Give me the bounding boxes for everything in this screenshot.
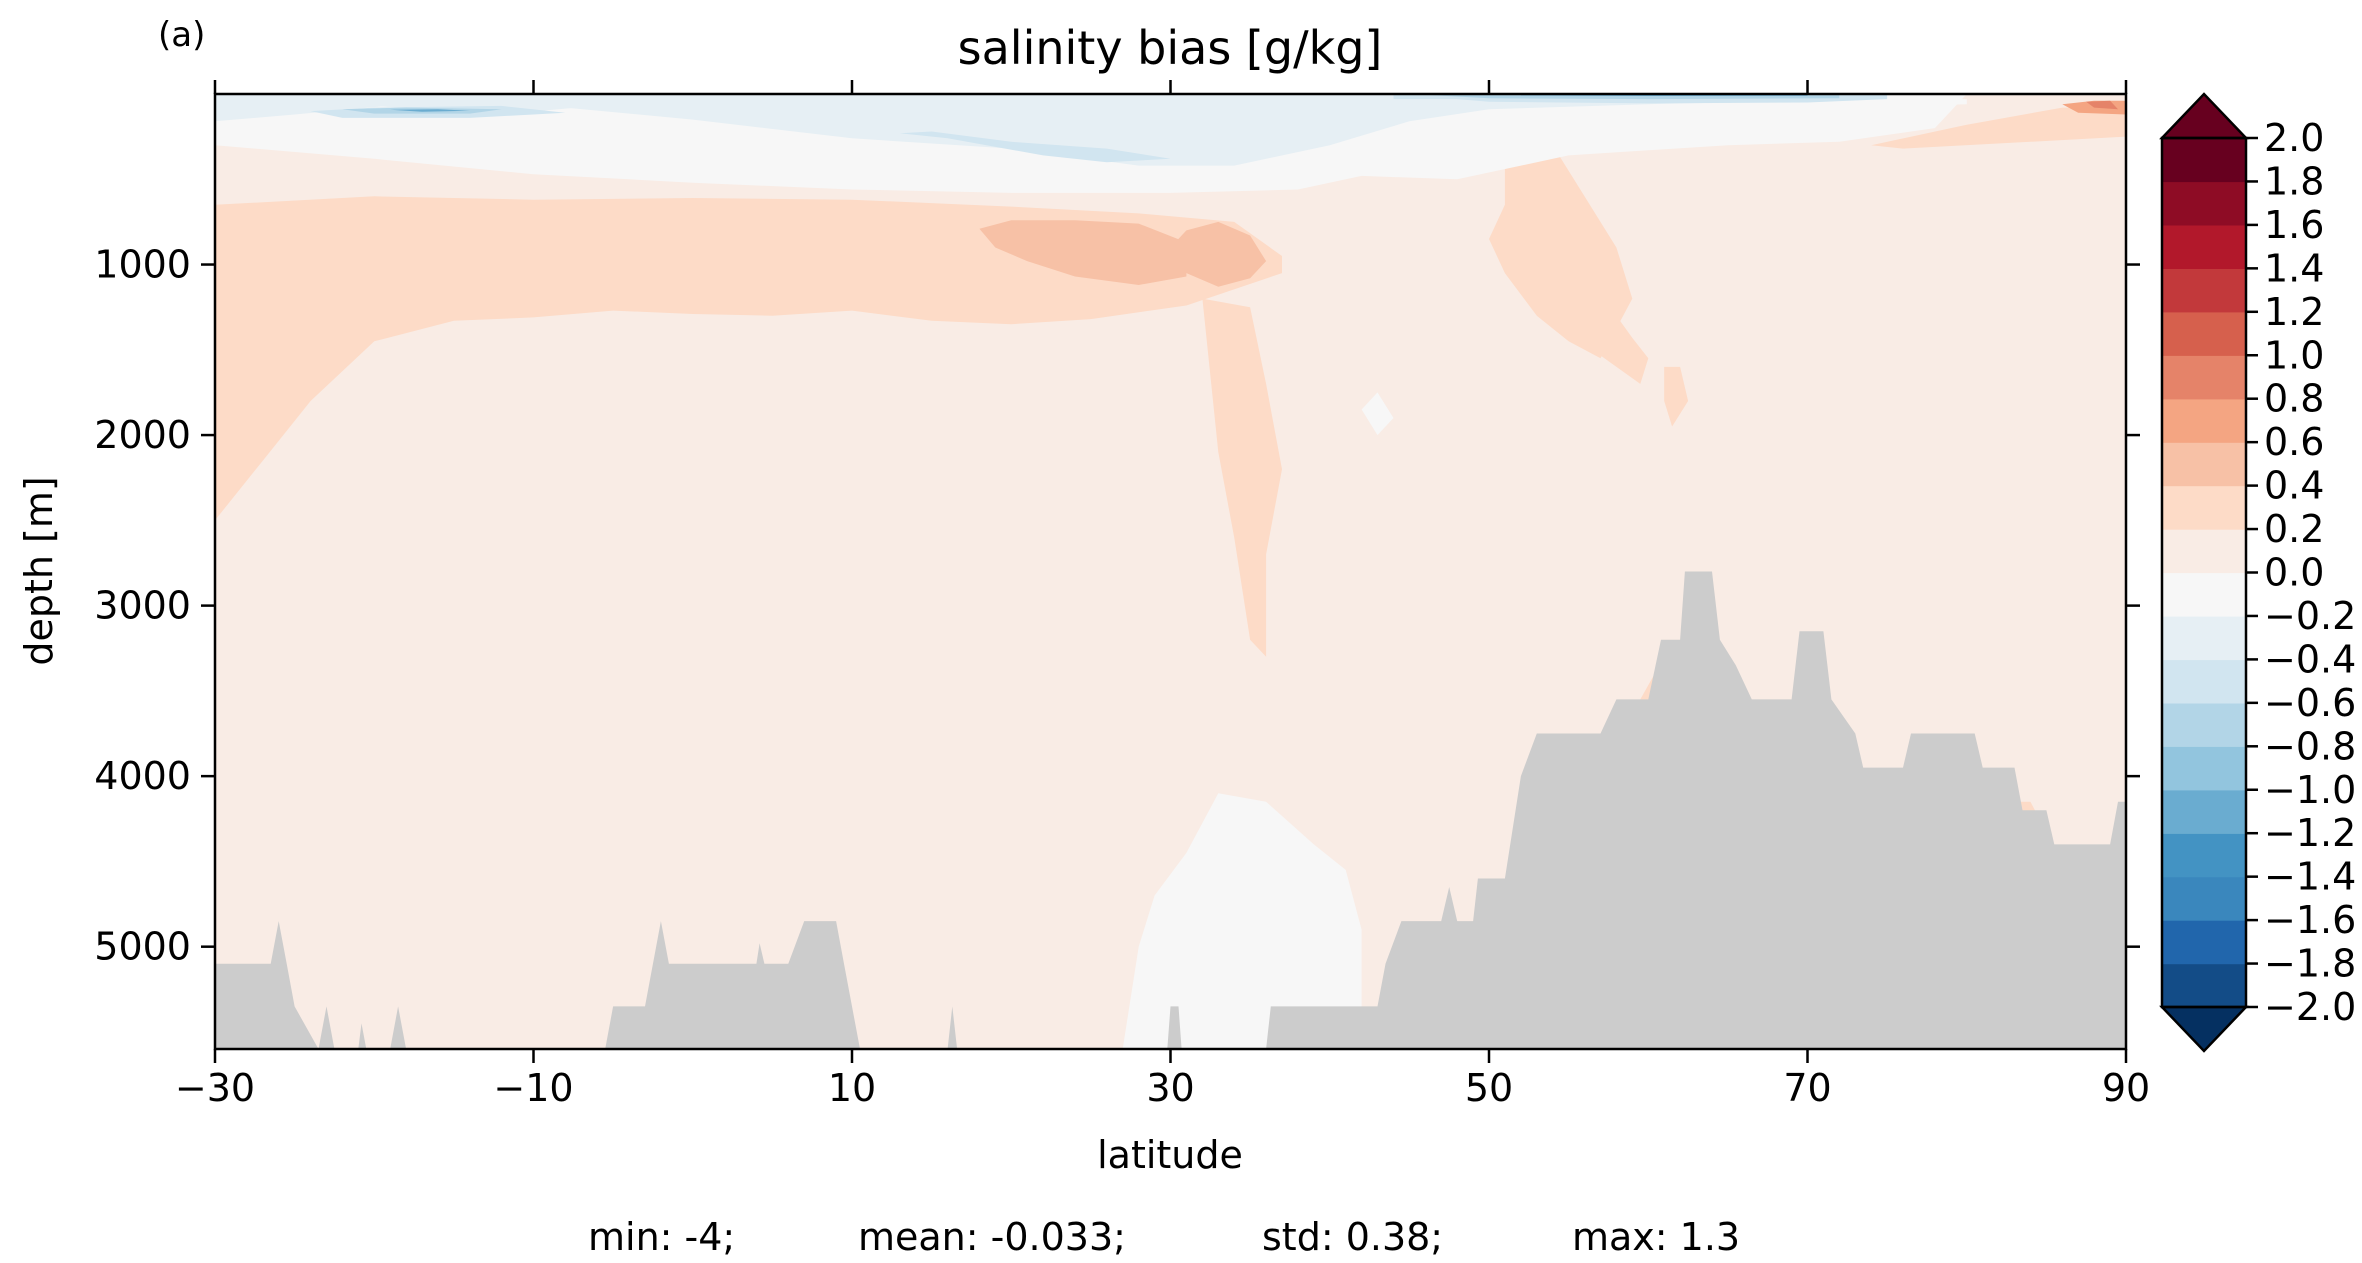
- stat-min: min: -4;: [588, 1215, 735, 1259]
- colorbar-tick-label: −2.0: [2264, 985, 2356, 1029]
- contour-region-2: [1489, 131, 1633, 359]
- x-axis-label: latitude: [1097, 1133, 1243, 1177]
- colorbar-tick-label: 1.0: [2264, 333, 2324, 377]
- colorbar-segment: [2162, 398, 2246, 443]
- colorbar-extend-max: [2159, 92, 2249, 140]
- contour-region-23: [390, 109, 470, 112]
- contour-region-1: [1202, 298, 1282, 657]
- colorbar-tick-label: −1.2: [2264, 811, 2356, 855]
- colorbar-tick-label: 1.2: [2264, 290, 2324, 334]
- colorbar-tick-label: −0.4: [2264, 637, 2356, 681]
- colorbar-segment: [2162, 789, 2246, 834]
- y-axis-label: depth [m]: [17, 476, 61, 665]
- y-tick-label: 1000: [94, 243, 191, 287]
- colorbar-segment: [2162, 529, 2246, 574]
- panel-label: (a): [158, 15, 205, 55]
- colorbar-tick-label: 1.6: [2264, 203, 2324, 247]
- stat-std: std: 0.38;: [1262, 1215, 1443, 1259]
- contour-region-5: [1871, 107, 2126, 149]
- colorbar-tick-label: −0.8: [2264, 724, 2356, 768]
- bathymetry-land: [215, 571, 2126, 1049]
- x-tick-label: −10: [493, 1066, 573, 1110]
- colorbar-extend-min: [2159, 1005, 2249, 1053]
- colorbar-segment: [2162, 659, 2246, 704]
- y-tick-label: 5000: [94, 925, 191, 969]
- contour-region-3: [1560, 315, 1649, 384]
- contour-region-8: [979, 220, 1187, 285]
- colorbar-tick-label: 0.6: [2264, 420, 2324, 464]
- x-axis-ticks: −30 −10 10 30 50 70 90: [175, 80, 2150, 1110]
- stat-max: max: 1.3: [1572, 1215, 1740, 1259]
- colorbar-segment: [2162, 138, 2246, 183]
- stat-mean: mean: -0.033;: [858, 1215, 1126, 1259]
- x-tick-label: 50: [1465, 1066, 1513, 1110]
- colorbar-segment: [2162, 746, 2246, 791]
- colorbar-tick-label: 0.2: [2264, 507, 2324, 551]
- colorbar-segment: [2162, 702, 2246, 747]
- x-tick-label: 70: [1783, 1066, 1831, 1110]
- y-tick-label: 2000: [94, 413, 191, 457]
- colorbar-segment: [2162, 876, 2246, 921]
- colorbar-tick-label: 1.8: [2264, 159, 2324, 203]
- colorbar-segment: [2162, 355, 2246, 400]
- contour-region-16: [215, 94, 1808, 166]
- colorbar-tick-label: 0.0: [2264, 551, 2324, 595]
- colorbar-segment: [2162, 442, 2246, 487]
- colorbar-segment: [2162, 181, 2246, 226]
- colorbar-segment: [2162, 616, 2246, 661]
- colorbar: −2.0−1.8−1.6−1.4−1.2−1.0−0.8−0.6−0.4−0.2…: [2159, 92, 2356, 1053]
- contour-region-0: [215, 196, 1282, 521]
- colorbar-segment: [2162, 833, 2246, 878]
- colorbar-tick-label: 2.0: [2264, 116, 2324, 160]
- colorbar-segment: [2162, 572, 2246, 617]
- chart-title: salinity bias [g/kg]: [958, 21, 1383, 75]
- x-tick-label: 10: [828, 1066, 876, 1110]
- x-tick-label: 90: [2102, 1066, 2150, 1110]
- colorbar-tick-label: 1.4: [2264, 246, 2324, 290]
- colorbar-tick-label: 0.8: [2264, 377, 2324, 421]
- contour-region-11: [2086, 100, 2118, 110]
- colorbar-tick-label: −1.0: [2264, 768, 2356, 812]
- colorbar-tick-label: −1.6: [2264, 898, 2356, 942]
- colorbar-segment: [2162, 963, 2246, 1008]
- x-tick-label: 30: [1146, 1066, 1194, 1110]
- contour-region-4: [1664, 366, 1689, 427]
- colorbar-segment: [2162, 268, 2246, 313]
- colorbar-tick-label: −1.8: [2264, 942, 2356, 986]
- y-tick-label: 3000: [94, 584, 191, 628]
- colorbar-tick-label: −1.4: [2264, 855, 2356, 899]
- colorbar-segment: [2162, 311, 2246, 356]
- x-tick-label: −30: [175, 1066, 255, 1110]
- y-axis-ticks: 1000 2000 3000 4000 5000: [94, 243, 2140, 969]
- colorbar-segment: [2162, 920, 2246, 965]
- contour-region-14: [1122, 793, 1362, 1049]
- contour-region-9: [1170, 221, 1267, 287]
- colorbar-tick-label: −0.2: [2264, 594, 2356, 638]
- contour-region-15: [1361, 392, 1394, 436]
- contour-region-19: [899, 131, 1171, 163]
- colorbar-segment: [2162, 485, 2246, 530]
- colorbar-segment: [2162, 224, 2246, 269]
- colorbar-tick-label: −0.6: [2264, 681, 2356, 725]
- y-tick-label: 4000: [94, 754, 191, 798]
- colorbar-tick-label: 0.4: [2264, 464, 2324, 508]
- bias-contour-regions: [215, 94, 2126, 1049]
